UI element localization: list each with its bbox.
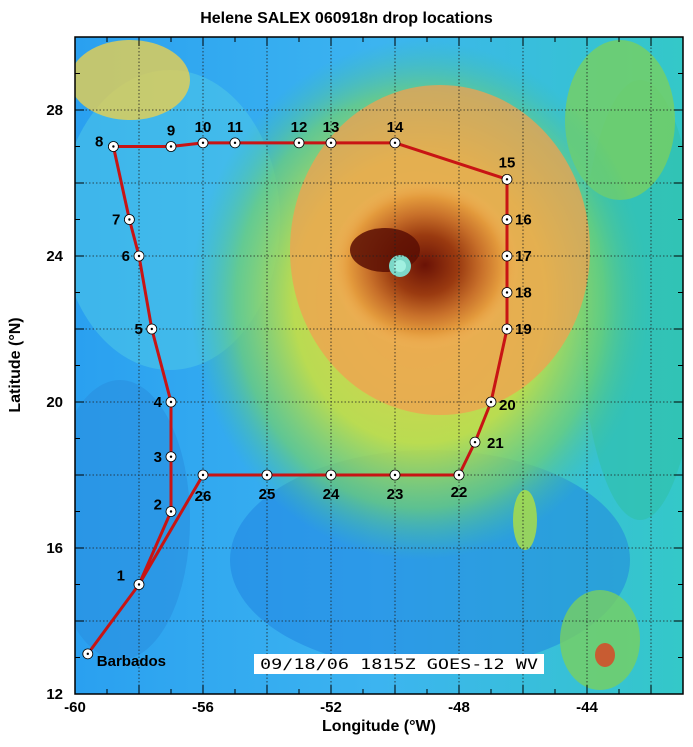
drop-marker-dot	[201, 473, 205, 477]
drop-label: 20	[499, 397, 516, 414]
x-tick-label: -52	[320, 699, 342, 716]
drop-label: 25	[259, 486, 276, 503]
drop-label: 18	[515, 285, 532, 302]
drop-marker-dot	[233, 141, 237, 145]
chart-title: Helene SALEX 060918n drop locations	[200, 10, 493, 27]
drop-label: 11	[227, 119, 243, 136]
latitude-tick-labels: 12 16 20 24 28	[46, 102, 63, 703]
y-tick-label: 12	[46, 686, 63, 703]
drop-marker-dot	[505, 327, 509, 331]
drop-label: 22	[451, 484, 468, 501]
drop-label: 3	[154, 449, 162, 466]
drop-label: 24	[323, 486, 340, 503]
longitude-tick-labels: -60 -56 -52 -48 -44	[64, 699, 598, 716]
image-timestamp: 09/18/06 1815Z GOES-12 WV	[254, 654, 544, 674]
drop-label: 14	[387, 119, 404, 136]
drop-label: 1	[117, 568, 125, 585]
x-axis-label: Longitude (°W)	[322, 718, 436, 735]
drop-markers	[82, 137, 513, 660]
drop-label: 26	[195, 488, 212, 505]
drop-marker-dot	[86, 652, 90, 656]
x-tick-label: -44	[576, 699, 598, 716]
drop-label: 15	[499, 154, 516, 171]
drop-label: 17	[515, 248, 532, 265]
drop-label: 13	[323, 119, 340, 136]
y-tick-label: 24	[46, 248, 63, 265]
drop-marker-dot	[505, 218, 509, 221]
drop-marker-dot	[137, 583, 141, 586]
drop-marker-dot	[169, 145, 173, 148]
drop-label: 16	[515, 212, 532, 229]
drop-marker-dot	[393, 473, 397, 477]
y-tick-label: 28	[46, 102, 63, 119]
drop-marker-dot	[505, 291, 509, 294]
drop-label: 12	[291, 119, 308, 136]
drop-label: 6	[122, 248, 130, 265]
drop-label: 5	[134, 321, 142, 338]
drop-marker-dot	[128, 218, 131, 221]
drop-marker-dot	[201, 141, 205, 145]
drop-marker-dot	[169, 510, 173, 513]
drop-marker-dot	[505, 178, 509, 181]
drop-marker-dot	[457, 473, 461, 477]
water-vapor-imagery	[75, 37, 683, 694]
drop-label: 23	[387, 486, 404, 503]
drop-marker-dot	[489, 400, 493, 404]
drop-label: 4	[154, 394, 163, 411]
drop-marker-dot	[505, 254, 509, 258]
drop-marker-dot	[393, 141, 397, 145]
drop-label: 10	[195, 119, 212, 136]
drop-label: 7	[112, 212, 120, 229]
drop-marker-dot	[297, 141, 301, 145]
origin-label: Barbados	[97, 653, 166, 670]
x-tick-label: -56	[192, 699, 214, 716]
drop-marker-dot	[169, 455, 173, 458]
drop-label: 19	[515, 321, 532, 338]
drop-marker-dot	[137, 254, 141, 258]
drop-label: 21	[487, 435, 504, 452]
y-tick-label: 20	[46, 394, 63, 411]
drop-label: 9	[167, 123, 175, 140]
drop-marker-dot	[329, 141, 333, 145]
drop-marker-dot	[150, 327, 153, 331]
y-axis-label: Latitude (°N)	[7, 317, 24, 413]
drop-label: 8	[95, 134, 103, 151]
drop-label: 2	[154, 497, 162, 514]
timestamp-text: 09/18/06 1815Z GOES-12 WV	[260, 657, 539, 673]
drop-marker-dot	[169, 400, 173, 404]
x-tick-label: -60	[64, 699, 86, 716]
drop-marker-dot	[112, 145, 115, 148]
drop-marker-dot	[473, 440, 477, 444]
y-tick-label: 16	[46, 540, 63, 557]
drop-marker-dot	[329, 473, 333, 477]
drop-marker-dot	[265, 473, 269, 477]
x-tick-label: -48	[448, 699, 470, 716]
